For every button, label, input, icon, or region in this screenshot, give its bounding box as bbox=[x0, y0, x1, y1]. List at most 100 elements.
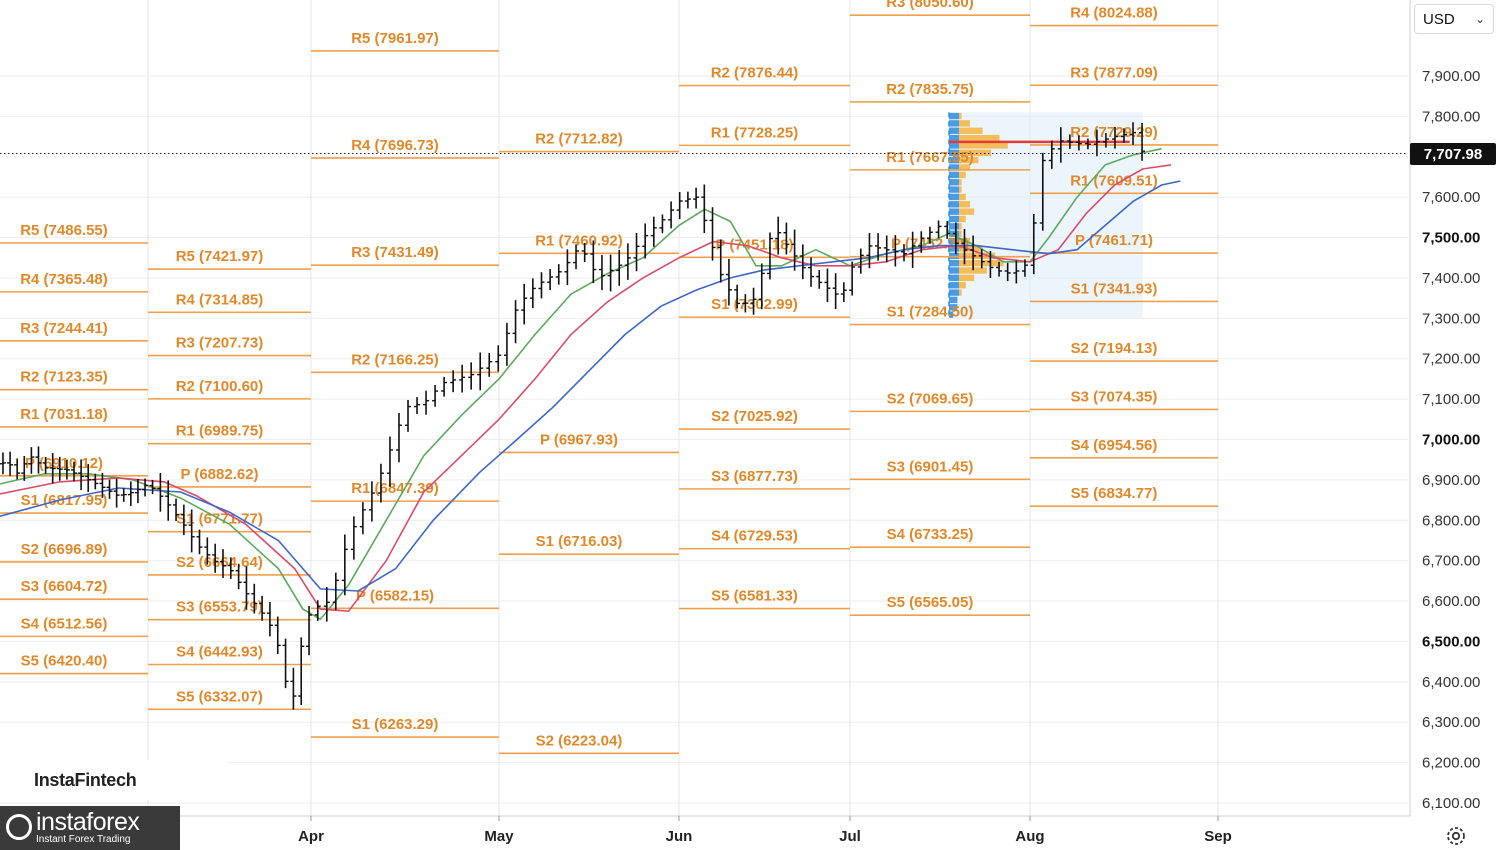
volume-profile-bar bbox=[949, 156, 959, 164]
volume-profile-bar bbox=[949, 215, 959, 223]
volume-profile-bar bbox=[949, 193, 959, 201]
price-axis[interactable]: 6,100.00 6,200.00 6,300.00 6,400.00 6,500.00… bbox=[1409, 0, 1480, 816]
pivot-label: R4 (7314.85) bbox=[176, 291, 264, 308]
pivot-label: R1 (7460.92) bbox=[535, 232, 623, 249]
pivot-label: S1 (6716.03) bbox=[536, 533, 623, 550]
volume-profile-bar bbox=[949, 134, 959, 142]
pivot-label: S4 (6954.56) bbox=[1071, 437, 1158, 454]
price-tick-label: 6,900.00 bbox=[1422, 472, 1480, 489]
pivot-label: R1 (6989.75) bbox=[176, 423, 264, 440]
pivot-label: R2 (7712.82) bbox=[535, 131, 623, 148]
pivot-label: R4 (7696.73) bbox=[351, 137, 439, 154]
volume-profile-bar bbox=[949, 245, 959, 252]
pivot-label: R1 (7667.55) bbox=[886, 149, 974, 166]
pivot-label: R2 (7100.60) bbox=[176, 378, 264, 395]
volume-profile-bar bbox=[949, 267, 959, 274]
price-tick-label: 6,800.00 bbox=[1422, 512, 1480, 529]
pivot-label: R2 (7876.44) bbox=[711, 65, 799, 82]
pivot-label: S2 (6664.64) bbox=[176, 554, 263, 571]
price-tick-label: 7,100.00 bbox=[1422, 391, 1480, 408]
pivot-label: S5 (6332.07) bbox=[176, 688, 263, 705]
last-price-tag: 7,707.98 bbox=[1410, 143, 1496, 165]
currency-select[interactable]: USD ⌄ bbox=[1414, 4, 1494, 34]
volume-profile-bar bbox=[959, 142, 1008, 149]
volume-profile-bar bbox=[959, 208, 975, 215]
pivot-label: R3 (7431.49) bbox=[351, 244, 439, 261]
volume-profile-bar bbox=[959, 179, 962, 186]
volume-profile-bar bbox=[959, 223, 962, 230]
settings-gear-icon[interactable] bbox=[1444, 824, 1468, 848]
pivot-label: S3 (6877.73) bbox=[711, 468, 798, 485]
price-tick-label: 7,600.00 bbox=[1422, 189, 1480, 206]
pivot-label: P (6882.62) bbox=[180, 466, 258, 483]
time-tick-label: Jul bbox=[839, 828, 861, 845]
pivot-label: S4 (6442.93) bbox=[176, 643, 263, 660]
price-tick-label: 6,400.00 bbox=[1422, 674, 1480, 691]
volume-profile-bar bbox=[949, 304, 958, 311]
moving-average-line bbox=[0, 164, 1172, 613]
pivot-label: S1 (6263.29) bbox=[352, 716, 439, 733]
pivot-label: R1 (7728.25) bbox=[711, 124, 799, 141]
instaforex-name: instaforex bbox=[36, 808, 140, 836]
volume-profile-bar bbox=[949, 112, 959, 120]
chevron-down-icon: ⌄ bbox=[1474, 12, 1485, 26]
volume-profile-bar bbox=[959, 164, 970, 171]
pivot-label: R4 (7365.48) bbox=[20, 271, 108, 288]
volume-profile-bar bbox=[949, 142, 959, 149]
pivot-label: S4 (6733.25) bbox=[887, 526, 974, 543]
pivot-label: S1 (7284.50) bbox=[887, 304, 974, 321]
volume-profile-bar bbox=[959, 282, 966, 289]
price-tick-label: 7,000.00 bbox=[1422, 432, 1480, 449]
pivot-label: R2 (7835.75) bbox=[886, 81, 974, 98]
volume-profile-bar bbox=[959, 186, 962, 193]
pivot-label: S5 (6565.05) bbox=[887, 594, 974, 611]
volume-profile-bar bbox=[959, 171, 966, 179]
time-axis[interactable]: MarAprMayJunJulAugSep bbox=[0, 815, 1410, 845]
volume-profile-bar bbox=[949, 223, 959, 230]
pivot-label: R3 (7877.09) bbox=[1070, 64, 1158, 81]
pivot-label: R5 (7961.97) bbox=[351, 30, 439, 47]
time-tick-label: Apr bbox=[298, 828, 324, 845]
pivot-label: S5 (6581.33) bbox=[711, 588, 798, 605]
price-tick-label: 6,500.00 bbox=[1422, 633, 1480, 650]
moving-averages bbox=[0, 147, 1181, 621]
price-tick-label: 7,400.00 bbox=[1422, 270, 1480, 287]
volume-profile bbox=[948, 112, 1143, 319]
instafintech-watermark: InstaFintech bbox=[0, 760, 228, 800]
volume-profile-bar bbox=[949, 252, 959, 259]
volume-profile-bar bbox=[949, 171, 959, 179]
moving-average-line bbox=[0, 180, 1181, 592]
volume-profile-bar bbox=[949, 311, 954, 318]
price-bars bbox=[0, 122, 1146, 710]
pivot-label: R3 (8050.60) bbox=[886, 0, 974, 11]
volume-profile-bar bbox=[949, 149, 959, 156]
pivot-label: S4 (6512.56) bbox=[21, 615, 108, 632]
price-tick-label: 7,900.00 bbox=[1422, 68, 1480, 85]
time-tick-label: Jun bbox=[666, 828, 693, 845]
volume-profile-bar bbox=[949, 282, 959, 289]
volume-profile-bar bbox=[949, 259, 959, 267]
volume-profile-bar bbox=[959, 252, 996, 259]
pivot-label: S5 (6834.77) bbox=[1071, 485, 1158, 502]
price-tick-label: 7,500.00 bbox=[1422, 230, 1480, 247]
price-tick-label: 6,600.00 bbox=[1422, 593, 1480, 610]
pivot-label: R2 (7123.35) bbox=[20, 369, 108, 386]
volume-profile-bar bbox=[959, 120, 970, 127]
price-tick-label: 6,200.00 bbox=[1422, 755, 1480, 772]
volume-profile-bar bbox=[949, 179, 959, 186]
time-tick-label: Sep bbox=[1204, 828, 1232, 845]
pivot-label: S2 (7194.13) bbox=[1071, 340, 1158, 357]
pivot-label: R2 (7166.25) bbox=[351, 351, 439, 368]
volume-profile-bar bbox=[949, 120, 959, 127]
pivot-label: S4 (6729.53) bbox=[711, 528, 798, 545]
volume-profile-bar bbox=[959, 112, 962, 120]
pivot-label: R3 (7244.41) bbox=[20, 320, 108, 337]
volume-profile-bar bbox=[959, 215, 966, 223]
instaforex-tagline: Instant Forex Trading bbox=[36, 834, 131, 845]
pivot-label: S2 (7025.92) bbox=[711, 408, 798, 425]
pivot-label: S2 (6223.04) bbox=[536, 732, 623, 749]
pivot-label: R5 (7421.97) bbox=[176, 248, 264, 265]
volume-profile-bar bbox=[949, 274, 959, 282]
volume-profile-bar bbox=[949, 289, 959, 296]
